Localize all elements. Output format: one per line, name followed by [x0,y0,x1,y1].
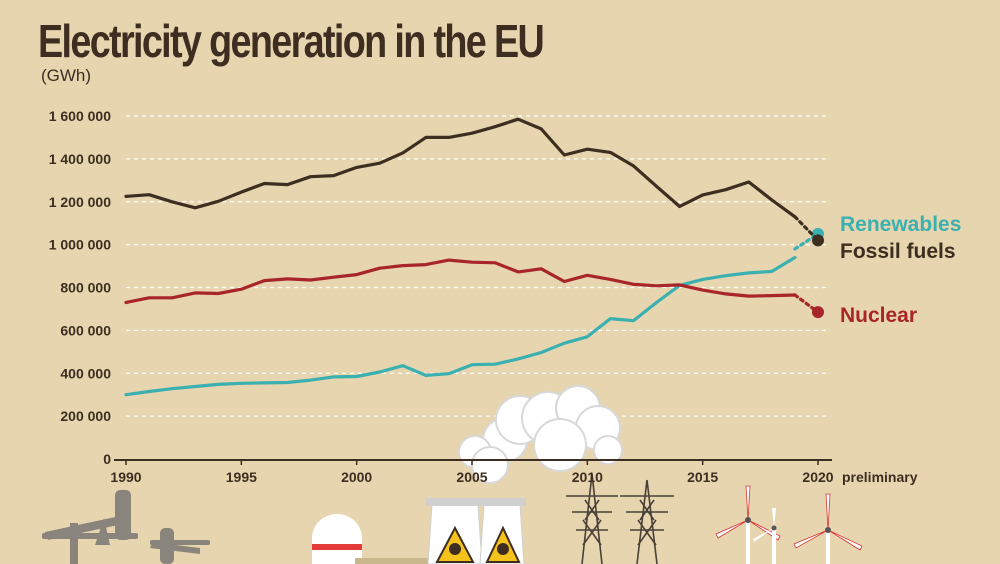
y-tick-label: 1 600 000 [49,108,111,124]
y-tick-label: 800 000 [60,280,111,296]
unit-label: (GWh) [41,66,92,85]
preliminary-point-nuclear [812,306,824,319]
power-pylons [566,473,674,564]
y-tick-label: 0 [103,451,111,467]
y-tick-label: 600 000 [60,322,111,338]
y-tick-label: 1 200 000 [49,194,111,210]
preliminary-note: preliminary [842,469,918,485]
x-tick-label: 1995 [226,469,257,485]
series-labels: Renewables Fossil fuels Nuclear [840,213,961,327]
wind-turbines [715,485,863,564]
y-tick-label: 1 000 000 [49,237,111,253]
reactor-dome [312,514,435,564]
x-tick-label: 2015 [687,469,718,485]
x-tick-label: 2020 [802,469,833,485]
series-label-renewables: Renewables [840,213,961,236]
series-line-nuclear [124,258,797,305]
series-line-fossil-fuels [124,117,797,219]
series-lines [124,117,824,397]
series-label-nuclear: Nuclear [840,304,917,327]
x-tick-label: 2000 [341,469,372,485]
x-tick-label: 1990 [110,469,141,485]
cooling-towers [426,498,526,564]
series-line-renewables [124,255,797,397]
y-tick-label: 400 000 [60,365,111,381]
chart-title: Electricity generation in the EU [38,15,545,67]
series-label-fossil-fuels: Fossil fuels [840,240,956,263]
pumpjack-icons [42,490,210,564]
x-tick-label: 2005 [456,469,487,485]
x-tick-label: 2010 [572,469,603,485]
y-tick-label: 200 000 [60,408,111,424]
y-axis-ticks: 0 200 000 400 000 600 000 800 000 1 000 000 1 … [49,108,112,467]
grid-lines [126,115,830,417]
smoke-clouds [458,385,623,484]
energy-illustration [42,385,863,564]
y-tick-label: 1 400 000 [49,151,111,167]
x-axis: 1990 1995 2000 2005 2010 2015 2020 preliminary [110,459,918,485]
preliminary-point-fossil-fuels [812,234,824,247]
